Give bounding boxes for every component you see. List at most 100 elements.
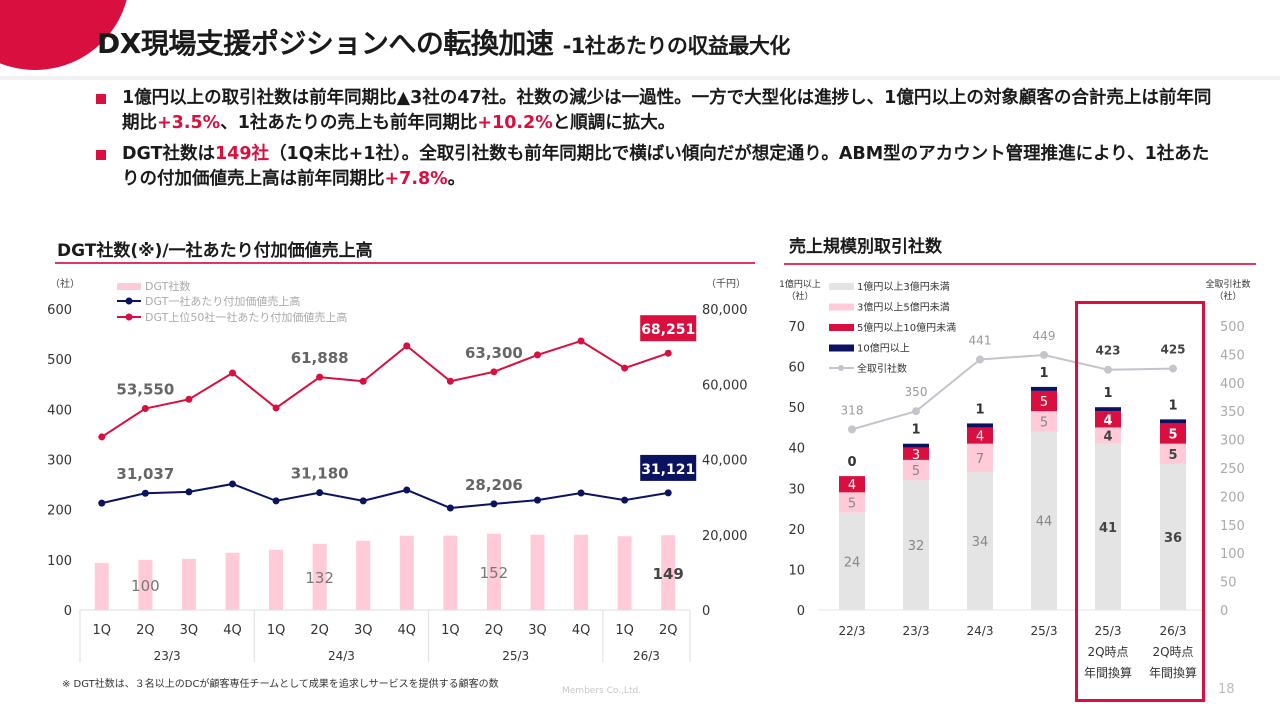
right-axis-tick: 20,000	[702, 529, 748, 544]
legend-marker-dgt-value	[125, 297, 133, 305]
top-segment-label: 1	[1039, 366, 1048, 381]
highlight-value: +3.5%	[157, 113, 221, 133]
line-data-label: 53,550	[116, 381, 174, 399]
line-top50-value	[101, 339, 669, 438]
bullet-text: 1億円以上の取引社数は前年同期比▲3社の47社。社数の減少は一過性。一方で大型化…	[122, 88, 1212, 133]
highlight-value: +7.8%	[384, 169, 448, 189]
stacked-bar-segment	[1095, 443, 1121, 610]
line-point	[490, 368, 498, 376]
right-axis-tick: 500	[1220, 320, 1245, 335]
bullet-square-icon	[96, 150, 106, 160]
x-axis-tick: 1Q	[267, 623, 286, 638]
bar-data-label: 152	[480, 564, 509, 582]
left-axis-unit: 1億円以上	[779, 278, 821, 290]
right-axis-tick: 250	[1220, 462, 1245, 477]
left-axis-tick: 70	[788, 320, 805, 335]
line-data-label: 28,206	[465, 476, 523, 494]
line-point	[1040, 350, 1048, 359]
left-chart-divider	[55, 262, 755, 264]
x-axis-tick: 年間換算	[1149, 665, 1197, 680]
bullet-text: 、1社あたりの売上も前年同期比	[220, 113, 478, 133]
line-point	[664, 489, 672, 497]
legend-marker	[838, 365, 844, 371]
left-axis-tick: 60	[788, 361, 805, 376]
bar-dgt-count	[574, 534, 589, 610]
bar-dgt-count	[399, 535, 414, 610]
segment-data-label: 34	[972, 535, 989, 550]
stacked-bar-segment	[903, 480, 929, 610]
line-point	[976, 355, 984, 364]
bullet-text: 。	[447, 169, 466, 189]
right-axis-tick: 200	[1220, 490, 1245, 505]
line-point	[1169, 364, 1177, 373]
x-axis-tick: 年間換算	[1084, 665, 1132, 680]
x-axis-group-label: 25/3	[502, 649, 529, 663]
line-point	[272, 404, 280, 412]
right-axis-tick: 450	[1220, 348, 1245, 363]
line-point	[185, 395, 193, 403]
stacked-bar-segment	[903, 443, 929, 448]
highlight-box	[1075, 301, 1205, 702]
right-axis-tick: 0	[1220, 604, 1228, 619]
stacked-bar-segment	[903, 447, 929, 460]
segment-data-label: 24	[844, 555, 861, 570]
stacked-bar-segment	[1031, 431, 1057, 610]
line-point	[403, 486, 411, 494]
x-axis-tick: 4Q	[223, 623, 242, 638]
right-axis-tick: 300	[1220, 434, 1245, 449]
x-axis-tick: 23/3	[903, 624, 930, 638]
segment-data-label: 41	[1099, 521, 1117, 536]
legend-label: DGT上位50社一社あたり付加価値売上高	[145, 310, 347, 324]
title-bar: DX現場支援ポジションへの転換加速 -1社あたりの収益最大化	[0, 0, 1280, 80]
left-axis-tick: 50	[788, 401, 805, 416]
line-point	[229, 369, 236, 377]
page-title: DX現場支援ポジションへの転換加速 -1社あたりの収益最大化	[97, 22, 790, 62]
stacked-bar-segment	[1095, 411, 1121, 428]
segment-data-label: 44	[1036, 515, 1053, 530]
left-axis-tick: 500	[47, 353, 72, 368]
stacked-bar-segment	[967, 472, 993, 610]
stacked-bar-segment	[903, 459, 929, 481]
legend-label: 全取引社数	[857, 362, 907, 375]
line-point	[316, 373, 324, 381]
segment-data-label: 36	[1164, 531, 1182, 546]
legend-marker-top50-value	[125, 313, 133, 321]
stacked-bar-segment	[1031, 390, 1057, 412]
line-point	[185, 488, 193, 496]
line-data-label: 63,300	[465, 344, 523, 362]
x-axis-tick: 22/3	[839, 624, 866, 638]
legend-label: 10億円以上	[857, 342, 910, 355]
top-segment-label: 1	[975, 402, 984, 417]
right-chart-title: 売上規模別取引社数	[789, 237, 942, 257]
left-axis-tick: 100	[47, 554, 72, 569]
legend-label: DGT社数	[145, 279, 190, 293]
x-axis-tick: 2Q	[310, 623, 329, 638]
legend-swatch-dgt-count	[117, 283, 141, 290]
right-axis-tick: 80,000	[702, 303, 748, 318]
bar-dgt-count	[356, 540, 371, 610]
x-axis-tick: 2Q	[485, 623, 504, 638]
line-data-label: 350	[905, 385, 928, 399]
bullet-item: DGT社数は149社（1Q末比+1社）。全取引社数も前年同期比で横ばい傾向だが想…	[94, 142, 1224, 192]
x-axis-tick: 2Q	[659, 623, 678, 638]
bar-dgt-count	[138, 559, 153, 610]
stacked-bar-segment	[1095, 427, 1121, 444]
bullet-text: DGT社数は	[122, 144, 216, 164]
stacked-bar-segment	[1160, 423, 1186, 444]
line-point	[1104, 365, 1112, 374]
segment-data-label: 3	[912, 448, 920, 463]
stacked-bar-segment	[1031, 411, 1057, 432]
line-point	[359, 377, 367, 385]
legend-swatch	[829, 344, 854, 352]
line-data-label: 449	[1033, 329, 1056, 343]
x-axis-group-label: 24/3	[328, 649, 355, 663]
line-point	[534, 496, 541, 504]
company-name: Members Co.,Ltd.	[562, 686, 642, 696]
x-axis-tick: 4Q	[572, 623, 591, 638]
stacked-bar-segment	[967, 423, 993, 428]
line-point	[912, 407, 920, 416]
segment-data-label: 4	[1103, 430, 1112, 445]
highlight-value: 149社	[215, 144, 270, 164]
legend-label: 1億円以上3億円未満	[857, 280, 950, 293]
